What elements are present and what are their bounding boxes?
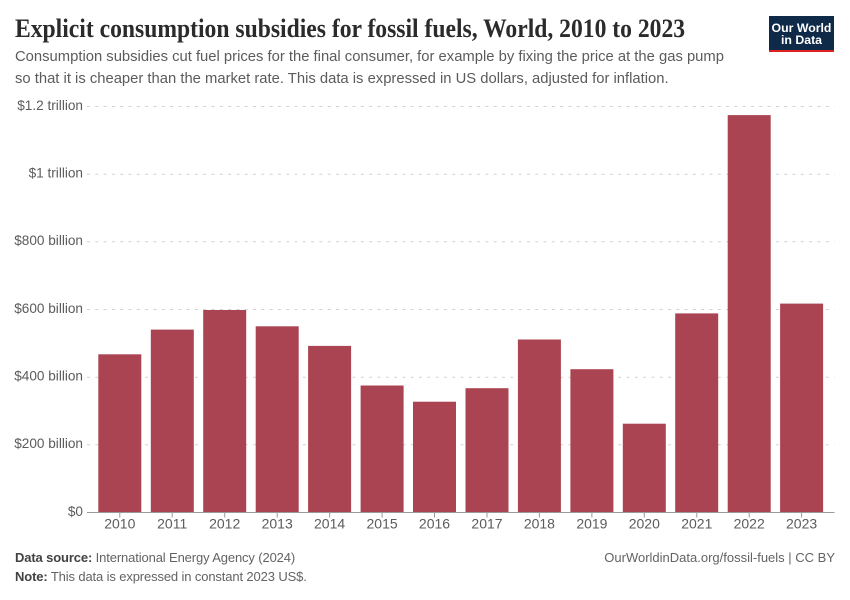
svg-text:2013: 2013 bbox=[262, 516, 293, 532]
svg-text:2019: 2019 bbox=[576, 516, 607, 532]
svg-text:$600 billion: $600 billion bbox=[14, 301, 83, 316]
svg-text:$200 billion: $200 billion bbox=[14, 436, 83, 451]
svg-text:2022: 2022 bbox=[734, 516, 765, 532]
svg-text:$1 trillion: $1 trillion bbox=[29, 166, 83, 181]
svg-text:2014: 2014 bbox=[314, 516, 345, 532]
svg-text:2015: 2015 bbox=[367, 516, 398, 532]
svg-text:2023: 2023 bbox=[786, 516, 817, 532]
svg-text:2012: 2012 bbox=[209, 516, 240, 532]
svg-text:$800 billion: $800 billion bbox=[14, 233, 83, 248]
svg-text:2010: 2010 bbox=[104, 516, 135, 532]
svg-text:2017: 2017 bbox=[471, 516, 502, 532]
svg-text:$0: $0 bbox=[68, 504, 84, 519]
svg-text:2020: 2020 bbox=[629, 516, 660, 532]
svg-text:2021: 2021 bbox=[681, 516, 712, 532]
svg-text:2018: 2018 bbox=[524, 516, 555, 532]
svg-text:$400 billion: $400 billion bbox=[14, 369, 83, 384]
svg-text:2011: 2011 bbox=[157, 516, 187, 532]
svg-text:$1.2 trillion: $1.2 trillion bbox=[17, 98, 83, 113]
svg-text:2016: 2016 bbox=[419, 516, 450, 532]
